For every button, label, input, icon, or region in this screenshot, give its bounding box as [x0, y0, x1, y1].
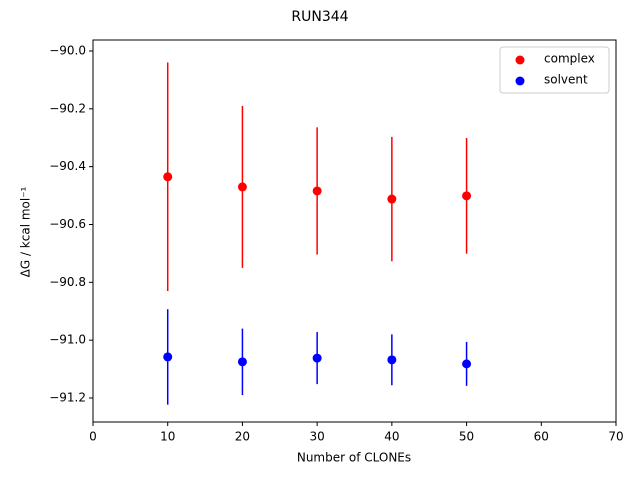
point: [462, 191, 472, 201]
point: [312, 353, 322, 363]
legend-box: [499, 46, 610, 94]
point: [237, 357, 247, 367]
legend-label: solvent: [544, 73, 588, 87]
y-axis-label: ΔG / kcal mol⁻¹: [19, 186, 33, 277]
x-tick-label: 30: [310, 430, 325, 444]
chart-title: RUN344: [291, 9, 348, 25]
x-tick-label: 0: [89, 430, 97, 444]
y-tick-label: −90.6: [49, 217, 86, 231]
y-tick-label: −91.2: [49, 390, 86, 404]
point: [462, 359, 472, 369]
legend-marker: [515, 55, 525, 65]
y-tick-label: −90.2: [49, 101, 86, 115]
x-tick-label: 60: [534, 430, 549, 444]
point: [237, 182, 247, 192]
x-tick-label: 20: [235, 430, 250, 444]
point: [387, 355, 397, 365]
x-tick-label: 50: [459, 430, 474, 444]
legend-marker: [515, 76, 525, 86]
point: [387, 194, 397, 204]
x-axis-label: Number of CLONEs: [297, 451, 411, 465]
x-tick-label: 40: [384, 430, 399, 444]
y-tick-label: −91.0: [49, 333, 86, 347]
y-tick-label: −90.8: [49, 275, 86, 289]
point: [163, 352, 173, 362]
x-tick-label: 70: [608, 430, 623, 444]
legend-label: complex: [544, 52, 595, 66]
point: [312, 186, 322, 196]
y-tick-label: −90.4: [49, 159, 86, 173]
axes-frame: [92, 39, 617, 423]
y-tick-label: −90.0: [49, 43, 86, 57]
point: [163, 172, 173, 182]
x-tick-label: 10: [160, 430, 175, 444]
